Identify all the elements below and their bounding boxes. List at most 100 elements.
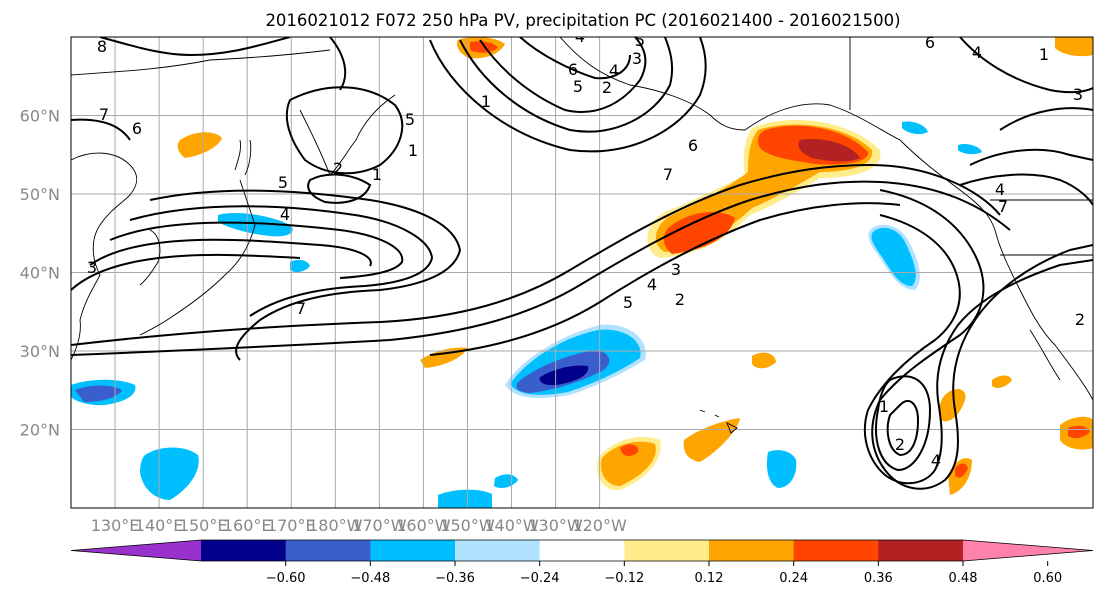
pv-contour-label: 3 [632, 49, 642, 68]
pv-contour [329, 37, 347, 91]
colorbar-segment [71, 540, 201, 561]
pv-contour-label: 4 [609, 61, 619, 80]
pv-contour [71, 180, 1011, 356]
precip-negative-area [902, 121, 928, 135]
map-frame [70, 36, 1094, 509]
lon-tick-label: 150°W [440, 516, 495, 535]
lat-tick-label: 60°N [20, 107, 60, 126]
pv-contour [519, 37, 631, 80]
pv-contour-label: 4 [575, 27, 585, 46]
colorbar-segment [709, 540, 795, 561]
colorbar-tick-label: −0.48 [350, 571, 390, 586]
pv-contour-label: 6 [132, 119, 142, 138]
pv-contour [149, 189, 462, 361]
pv-contour-label: 6 [925, 33, 935, 52]
lon-tick-label: 130°E [91, 516, 140, 535]
colorbar-tick-label: −0.24 [520, 571, 560, 586]
colorbar-tick-label: 0.36 [864, 571, 893, 586]
coastline-sakhalin [234, 139, 252, 176]
pv-contour [999, 107, 1093, 131]
lon-tick-label: 150°E [179, 516, 228, 535]
pv-contour-label: 7 [998, 197, 1008, 216]
precip-negative-area [218, 213, 293, 237]
pv-contour-label: 6 [688, 136, 698, 155]
colorbar-tick-label: 0.60 [1033, 571, 1062, 586]
pv-contour-label: 3 [671, 260, 681, 279]
colorbar [70, 539, 1094, 562]
colorbar-segment [878, 540, 964, 561]
lat-tick-label: 50°N [20, 185, 60, 204]
pv-contours [71, 37, 1093, 490]
pv-contour-label: 7 [296, 299, 306, 318]
longitude-labels: 130°E140°E150°E160°E170°E180°W170°W160°W… [91, 516, 627, 535]
pv-contour-label: 5 [405, 110, 415, 129]
pv-contour-label: 7 [663, 165, 673, 184]
lon-tick-label: 120°W [572, 516, 627, 535]
precip-positive-area [955, 463, 968, 478]
colorbar-segment [539, 540, 625, 561]
precip-negative-area [539, 365, 589, 386]
pv-contour [71, 163, 1001, 346]
pv-contour [89, 238, 372, 267]
colorbar-tick-label: 0.24 [779, 571, 808, 586]
lon-tick-label: 130°W [528, 516, 583, 535]
colorbar-tick-label: −0.60 [266, 571, 306, 586]
coastline-korea [139, 229, 161, 286]
colorbar-tick-label: 0.48 [949, 571, 978, 586]
latitude-labels: 20°N 30°N 40°N 50°N 60°N [20, 107, 60, 440]
pv-contour-label: 5 [573, 77, 583, 96]
pv-contour-label: 4 [647, 275, 657, 294]
lon-tick-label: 140°W [484, 516, 539, 535]
pv-contour-label: 2 [675, 290, 685, 309]
pv-contour [863, 214, 1093, 485]
colorbar-segment [624, 540, 710, 561]
precip-positive-area [177, 132, 222, 158]
colorbar-tick-label: −0.36 [435, 571, 475, 586]
lon-tick-label: 140°E [135, 516, 184, 535]
precip-positive-area [798, 139, 860, 162]
colorbar-segment [963, 540, 1093, 561]
precip-negative-area [958, 143, 982, 155]
pv-contour-label: 4 [931, 451, 941, 470]
map-title: 2016021012 F072 250 hPa PV, precipitatio… [265, 11, 900, 30]
precip-positive-area [600, 441, 656, 486]
precip-positive-area [620, 444, 639, 457]
colorbar-tick-labels: −0.60 −0.48 −0.36 −0.24 −0.12 0.12 0.24 0.36 0.4… [266, 561, 1062, 586]
pv-contour-label: 4 [972, 43, 982, 62]
lat-tick-label: 40°N [20, 264, 60, 283]
lat-tick-label: 30°N [20, 342, 60, 361]
pv-contour-label: 7 [99, 105, 109, 124]
pv-contour [959, 37, 1093, 94]
coastline-siberia [71, 49, 331, 76]
lon-tick-label: 160°E [223, 516, 272, 535]
pv-contour [886, 400, 920, 457]
coastline-north-america [899, 139, 1093, 401]
precip-positive-area [663, 212, 735, 254]
coastline-alaska [559, 37, 901, 141]
pv-contour [429, 202, 901, 356]
pv-contour [429, 37, 707, 153]
pv-contour [99, 37, 291, 57]
colorbar-tick-label: −0.12 [604, 571, 644, 586]
border-lines [849, 37, 1093, 256]
pv-contour [959, 173, 1093, 206]
pv-contour-label: 1 [879, 397, 889, 416]
lon-tick-label: 160°W [396, 516, 451, 535]
pv-contour-label: 2 [602, 78, 612, 97]
precip-negative-area [75, 385, 122, 402]
precip-negative-area [290, 259, 310, 273]
pv-contour-label: 1 [481, 92, 491, 111]
pv-contour [875, 375, 932, 472]
pv-contour-label: 1 [408, 141, 418, 160]
pv-contour-label: 2 [333, 159, 343, 178]
pv-contour [71, 253, 301, 291]
pv-contour-label: 5 [635, 31, 645, 50]
coastline-kamchatka [299, 94, 396, 176]
pv-contour-label: 6 [568, 60, 578, 79]
precip-negative-area [140, 447, 199, 500]
precip-positive-area [752, 352, 776, 369]
pv-contour [459, 37, 674, 133]
